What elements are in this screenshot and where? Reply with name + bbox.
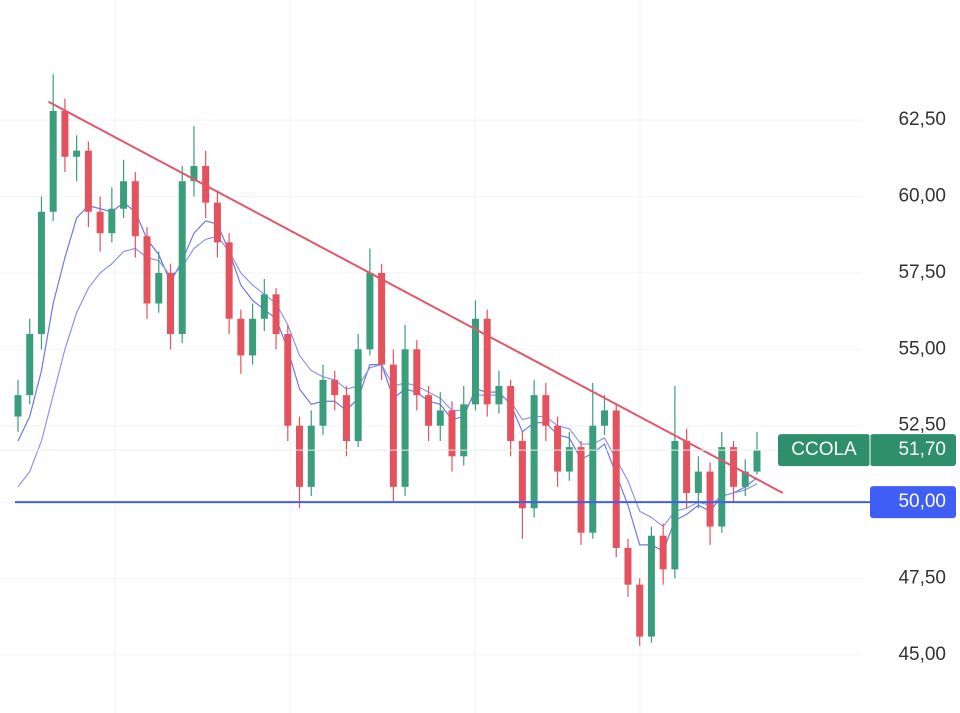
support-tag-label: 50,00 xyxy=(898,491,946,512)
y-tick-label: 60,00 xyxy=(898,186,946,207)
ticker-label: CCOLA xyxy=(791,439,857,460)
candle-body xyxy=(37,211,45,335)
candle-body xyxy=(507,385,515,442)
candle-body xyxy=(84,150,92,212)
y-tick-label: 47,50 xyxy=(898,568,946,589)
candle-body xyxy=(14,395,22,417)
price-tag xyxy=(870,434,956,467)
candle-body xyxy=(718,447,726,527)
candle-body xyxy=(448,410,456,457)
candle-body xyxy=(647,535,655,637)
candle-body xyxy=(589,425,597,533)
candle-body xyxy=(96,211,104,234)
y-tick-label: 45,00 xyxy=(898,644,946,665)
candle-body xyxy=(436,410,444,426)
candle-body xyxy=(202,165,210,203)
candle-body xyxy=(73,150,81,157)
candle-body xyxy=(577,447,585,533)
candle-body xyxy=(753,450,761,472)
candle-body xyxy=(542,395,550,426)
candle-body xyxy=(554,425,562,472)
candle-body xyxy=(319,379,327,426)
candle-body xyxy=(378,272,386,365)
candle-body xyxy=(190,165,198,182)
candle-body xyxy=(178,181,186,335)
candle-body xyxy=(307,425,315,487)
candle-body xyxy=(601,410,608,426)
candle-body xyxy=(483,318,491,405)
candle-body xyxy=(354,349,362,442)
candle-body xyxy=(471,318,479,405)
candle-body xyxy=(612,410,620,548)
candle-body xyxy=(249,318,257,356)
candle-body xyxy=(26,334,34,396)
y-tick-label: 52,50 xyxy=(898,415,946,436)
candle-body xyxy=(342,395,350,442)
candle-body xyxy=(143,236,151,304)
candle-body xyxy=(659,535,667,570)
moving-average xyxy=(17,201,758,552)
candle-body xyxy=(624,547,632,585)
candle-body xyxy=(565,447,573,472)
support-tag xyxy=(870,486,956,519)
y-tick-label: 57,50 xyxy=(898,262,946,283)
candle-body xyxy=(108,208,116,234)
candle-body xyxy=(272,294,280,335)
candle-body xyxy=(671,441,679,570)
candle-body xyxy=(694,471,702,493)
candle-body xyxy=(741,471,749,487)
candle-body xyxy=(166,272,174,335)
candle-body xyxy=(284,334,292,426)
candle-body xyxy=(131,181,139,237)
candle-body xyxy=(225,242,233,319)
moving-average xyxy=(17,235,758,528)
candle-body xyxy=(460,404,468,457)
candle-body xyxy=(237,318,245,356)
candle-body xyxy=(495,385,503,405)
candle-body xyxy=(683,441,691,493)
candle-body xyxy=(61,110,69,157)
price-tag-label: 51,70 xyxy=(898,439,946,460)
candle-body xyxy=(425,395,433,426)
candle-body xyxy=(260,294,268,319)
candle-body xyxy=(401,349,409,487)
candle-body xyxy=(518,441,526,509)
candle-body xyxy=(331,379,339,396)
candle-body xyxy=(366,272,374,350)
candle-body xyxy=(155,272,163,304)
candle-body xyxy=(389,364,397,487)
vertical-grid xyxy=(114,0,641,713)
candle-body xyxy=(413,349,421,396)
candle-body xyxy=(120,181,128,209)
candle-body xyxy=(49,110,57,212)
candle-body xyxy=(530,395,538,509)
trend-line xyxy=(48,100,784,494)
y-tick-label: 55,00 xyxy=(898,338,946,359)
y-tick-label: 62,50 xyxy=(898,109,946,130)
candle-body xyxy=(706,471,714,527)
candle-body xyxy=(296,425,304,487)
candle-body xyxy=(636,584,644,637)
candle-body xyxy=(213,202,221,243)
ticker-tag xyxy=(778,434,870,467)
